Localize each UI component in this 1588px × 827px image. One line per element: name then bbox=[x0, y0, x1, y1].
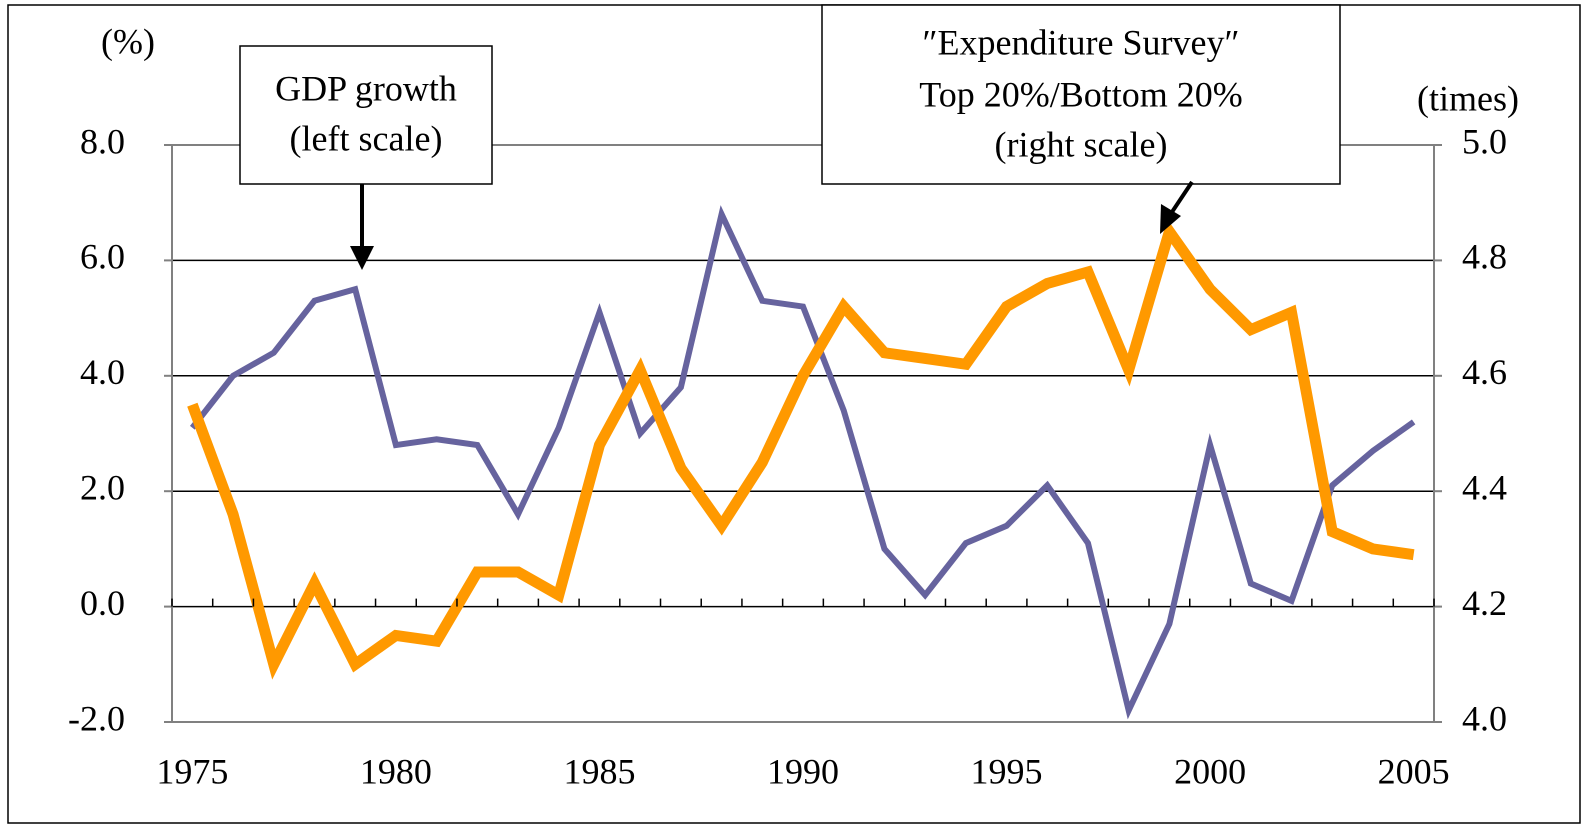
y-tick-label: 2.0 bbox=[80, 467, 125, 507]
x-tick-label: 1975 bbox=[156, 751, 228, 791]
frame bbox=[7, 4, 1581, 824]
annotation-text: ″Expenditure Survey″ bbox=[923, 22, 1240, 62]
y2-tick-label: 4.4 bbox=[1462, 467, 1507, 507]
y2-tick-label: 5.0 bbox=[1462, 121, 1507, 161]
annotation-box bbox=[239, 45, 493, 185]
annotation-text: (left scale) bbox=[290, 118, 443, 158]
x-tick-label: 2005 bbox=[1378, 751, 1450, 791]
y2-tick-label: 4.8 bbox=[1462, 237, 1507, 277]
x-tick-label: 1980 bbox=[360, 751, 432, 791]
y2-tick-label: 4.6 bbox=[1462, 352, 1507, 392]
x-tick-label: 2000 bbox=[1174, 751, 1246, 791]
y-tick-label: 4.0 bbox=[80, 352, 125, 392]
annotation-text: (right scale) bbox=[995, 124, 1168, 164]
y-tick-label: 0.0 bbox=[80, 583, 125, 623]
y2-axis-label: (times) bbox=[1417, 78, 1519, 118]
y2-tick-label: 4.0 bbox=[1462, 698, 1507, 738]
arrow-head bbox=[1160, 204, 1181, 234]
y-tick-label: -2.0 bbox=[68, 698, 125, 738]
annotation-box bbox=[821, 4, 1341, 185]
arrow bbox=[1170, 180, 1194, 214]
lines bbox=[187, 205, 1416, 720]
annotation-text: Top 20%/Bottom 20% bbox=[919, 74, 1242, 114]
x-tick-label: 1985 bbox=[563, 751, 635, 791]
y2-tick-label: 4.2 bbox=[1462, 583, 1507, 623]
y-axis-label: (%) bbox=[101, 21, 155, 61]
y-tick-label: 8.0 bbox=[80, 121, 125, 161]
x-tick-label: 1995 bbox=[971, 751, 1043, 791]
plot-area bbox=[171, 144, 1435, 723]
y-tick-label: 6.0 bbox=[80, 237, 125, 277]
arrow-head bbox=[350, 246, 374, 270]
series-line bbox=[187, 219, 1415, 680]
series-line bbox=[189, 205, 1416, 720]
annotation-text: GDP growth bbox=[275, 68, 457, 108]
x-tick-label: 1990 bbox=[767, 751, 839, 791]
